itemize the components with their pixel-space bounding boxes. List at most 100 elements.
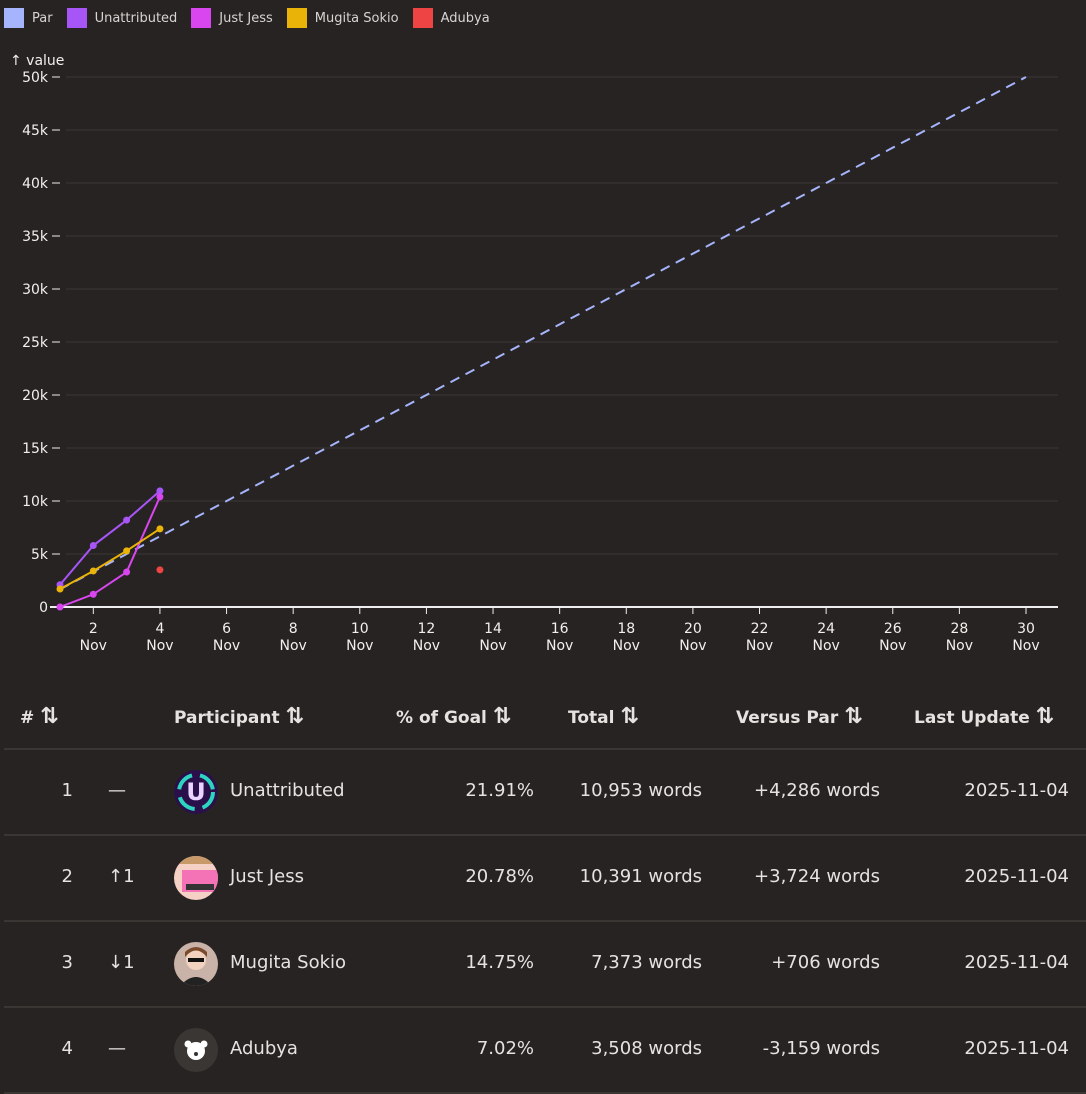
total: 3,508 words — [591, 1038, 702, 1059]
rank-change: ↓1 — [108, 952, 135, 973]
data-point-unattributed[interactable] — [156, 487, 164, 495]
participant-name[interactable]: Unattributed — [230, 780, 345, 801]
sort-icon[interactable]: ⇅ — [1035, 704, 1055, 729]
x-tick-label: 30 — [1017, 621, 1035, 637]
avatar — [174, 856, 218, 900]
x-tick-label: 2 — [89, 621, 98, 637]
last-update: 2025-11-04 — [964, 866, 1069, 887]
total: 10,391 words — [579, 866, 702, 887]
x-tick-month: Nov — [146, 638, 173, 654]
avatar: U — [174, 770, 218, 814]
x-tick-month: Nov — [80, 638, 107, 654]
sort-icon[interactable]: ⇅ — [620, 704, 639, 729]
data-point-adubya[interactable] — [156, 566, 164, 574]
x-tick-label: 4 — [155, 621, 164, 637]
table-row[interactable]: 4 — Adubya 7.02% 3,508 words -3,159 word… — [4, 1008, 1086, 1094]
x-tick-month: Nov — [746, 638, 773, 654]
rank-change: — — [108, 780, 126, 801]
pct-of-goal: 7.02% — [476, 1038, 534, 1059]
x-tick-label: 12 — [417, 621, 435, 637]
header-versus-par[interactable]: Versus Par ⇅ — [736, 704, 863, 729]
x-tick-month: Nov — [213, 638, 240, 654]
x-tick-label: 24 — [817, 621, 835, 637]
line-chart: ↑ value05k10k15k20k25k30k35k40k45k50k2No… — [10, 53, 1058, 654]
last-update: 2025-11-04 — [964, 1038, 1069, 1059]
header-participant[interactable]: Participant ⇅ — [174, 704, 304, 729]
x-tick-label: 22 — [751, 621, 769, 637]
participant-name[interactable]: Adubya — [230, 1038, 298, 1059]
y-tick-label: 20k — [22, 388, 49, 404]
legend-item[interactable]: Mugita Sokio — [286, 8, 399, 28]
legend-label: Unattributed — [94, 10, 178, 26]
header-pct-goal[interactable]: % of Goal ⇅ — [396, 704, 512, 729]
legend-item[interactable]: Just Jess — [191, 8, 273, 28]
legend-label: Just Jess — [219, 10, 273, 26]
participant-name[interactable]: Just Jess — [230, 866, 305, 887]
x-tick-month: Nov — [479, 638, 506, 654]
y-tick-label: 0 — [39, 600, 48, 616]
legend-item[interactable]: Adubya — [412, 8, 490, 28]
y-tick-label: 10k — [22, 494, 49, 510]
x-tick-label: 10 — [351, 621, 369, 637]
x-tick-label: 8 — [289, 621, 298, 637]
versus-par: +3,724 words — [754, 866, 880, 887]
sort-icon[interactable]: ⇅ — [844, 704, 863, 729]
svg-text:U: U — [186, 778, 206, 806]
pct-of-goal: 14.75% — [465, 952, 534, 973]
sort-icon[interactable]: ⇅ — [40, 704, 59, 729]
legend-label: Mugita Sokio — [314, 10, 399, 26]
data-point-mugita-sokio[interactable] — [156, 525, 164, 533]
x-tick-label: 20 — [684, 621, 702, 637]
pct-of-goal: 21.91% — [465, 780, 534, 801]
chart-legend: Par Unattributed Just Jess Mugita Sokio Adub… — [4, 8, 504, 28]
series-line-mugita-sokio — [59, 528, 161, 590]
legend-swatch — [286, 8, 307, 28]
header-last-update[interactable]: Last Update ⇅ — [914, 704, 1055, 729]
sort-icon[interactable]: ⇅ — [492, 704, 512, 729]
x-tick-label: 28 — [950, 621, 968, 637]
last-update: 2025-11-04 — [964, 780, 1069, 801]
x-tick-month: Nov — [346, 638, 373, 654]
header-total[interactable]: Total ⇅ — [568, 704, 639, 729]
avatar — [174, 942, 218, 986]
legend-item[interactable]: Unattributed — [66, 8, 178, 28]
y-tick-label: 25k — [22, 335, 49, 351]
legend-item[interactable]: Par — [4, 8, 53, 28]
data-point-just-jess[interactable] — [89, 590, 97, 598]
table-row[interactable]: 2 ↑1 Just Jess 20.78% 10,391 words +3,72… — [4, 836, 1086, 922]
total: 10,953 words — [579, 780, 702, 801]
series-line-par — [59, 76, 1027, 591]
data-point-unattributed[interactable] — [89, 542, 97, 550]
pct-of-goal: 20.78% — [465, 866, 534, 887]
participant-name[interactable]: Mugita Sokio — [230, 952, 347, 973]
x-tick-month: Nov — [280, 638, 307, 654]
table-row[interactable]: 3 ↓1 Mugita Sokio 14.75% 7,373 words +70… — [4, 922, 1086, 1008]
rank: 1 — [61, 780, 73, 801]
versus-par: +4,286 words — [754, 780, 880, 801]
data-point-mugita-sokio[interactable] — [89, 567, 97, 575]
y-tick-label: 40k — [22, 176, 49, 192]
x-tick-month: Nov — [879, 638, 906, 654]
data-point-mugita-sokio[interactable] — [56, 585, 64, 593]
data-point-just-jess[interactable] — [56, 603, 64, 611]
sort-icon[interactable]: ⇅ — [285, 704, 304, 729]
x-tick-month: Nov — [413, 638, 440, 654]
data-point-just-jess[interactable] — [156, 493, 164, 501]
leaderboard-table: # ⇅ Participant ⇅ % of Goal ⇅ Total ⇅ Ve… — [4, 682, 1086, 1094]
y-tick-label: 5k — [31, 547, 49, 563]
data-point-mugita-sokio[interactable] — [123, 547, 131, 555]
x-tick-label: 16 — [551, 621, 569, 637]
table-row[interactable]: 1 — U Unattributed 21.91% 10,953 words +… — [4, 750, 1086, 836]
legend-label: Par — [32, 10, 53, 26]
table-header: # ⇅ Participant ⇅ % of Goal ⇅ Total ⇅ Ve… — [4, 682, 1086, 750]
legend-swatch — [4, 8, 24, 28]
versus-par: +706 words — [771, 952, 880, 973]
y-tick-label: 15k — [22, 441, 49, 457]
y-tick-label: 30k — [22, 282, 49, 298]
legend-swatch — [191, 8, 212, 28]
legend-label: Adubya — [440, 10, 490, 26]
data-point-unattributed[interactable] — [123, 516, 131, 524]
data-point-just-jess[interactable] — [123, 568, 131, 576]
header-rank[interactable]: # ⇅ — [20, 704, 59, 729]
x-tick-month: Nov — [946, 638, 973, 654]
